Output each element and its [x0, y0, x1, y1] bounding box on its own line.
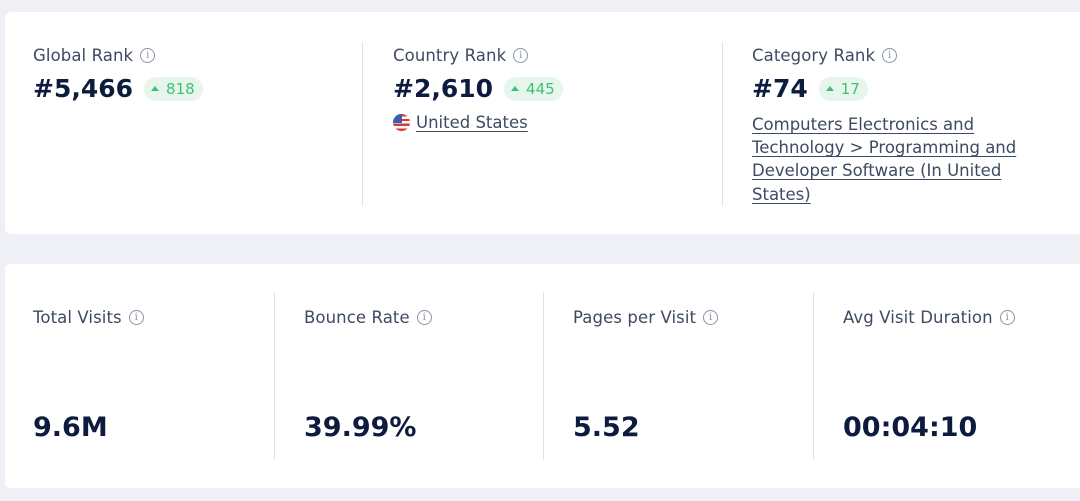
total-visits-label: Total Visits — [33, 308, 122, 327]
country-rank-delta-badge: 445 — [504, 76, 563, 101]
category-rank-label-row: Category Rank i — [752, 46, 898, 65]
country-rank-delta: 445 — [526, 79, 555, 98]
info-icon[interactable]: i — [882, 48, 898, 63]
category-rank-section: Category Rank i #74 17 Computers Electro… — [752, 12, 1052, 234]
divider — [722, 42, 723, 206]
triangle-up-icon — [825, 86, 834, 91]
avg-visit-duration-label: Avg Visit Duration — [843, 308, 993, 327]
us-flag-icon — [393, 114, 410, 131]
divider — [362, 42, 363, 206]
pages-per-visit-label: Pages per Visit — [573, 308, 697, 327]
global-rank-label-row: Global Rank i — [33, 46, 156, 65]
info-icon[interactable]: i — [416, 310, 432, 325]
rank-card: Global Rank i #5,466 818 Country Rank i … — [5, 12, 1080, 234]
global-rank-delta-badge: 818 — [144, 76, 203, 101]
category-rank-value-row: #74 17 — [752, 74, 868, 103]
category-link[interactable]: Computers Electronics and Technology > P… — [752, 115, 1017, 204]
divider — [813, 292, 814, 460]
global-rank-value: #5,466 — [33, 74, 134, 103]
pages-per-visit-value: 5.52 — [573, 412, 640, 443]
category-rank-delta-badge: 17 — [818, 76, 868, 101]
bounce-rate-label-row: Bounce Rate i — [304, 308, 432, 327]
country-link[interactable]: United States — [416, 113, 528, 132]
total-visits-value: 9.6M — [33, 412, 108, 443]
avg-visit-duration-value: 00:04:10 — [843, 412, 978, 443]
global-rank-label: Global Rank — [33, 46, 134, 65]
category-rank-value: #74 — [752, 74, 808, 103]
category-rank-label: Category Rank — [752, 46, 876, 65]
country-rank-value: #2,610 — [393, 74, 494, 103]
info-icon[interactable]: i — [513, 48, 529, 63]
info-icon[interactable]: i — [999, 310, 1015, 325]
country-rank-label-row: Country Rank i — [393, 46, 529, 65]
info-icon[interactable]: i — [140, 48, 156, 63]
country-rank-value-row: #2,610 445 — [393, 74, 563, 103]
category-rank-delta: 17 — [840, 79, 860, 98]
bounce-rate-value: 39.99% — [304, 412, 417, 443]
info-icon[interactable]: i — [128, 310, 144, 325]
divider — [274, 292, 275, 460]
pages-per-visit-label-row: Pages per Visit i — [573, 308, 719, 327]
engagement-card: Total Visits i 9.6M Bounce Rate i 39.99%… — [5, 264, 1080, 488]
info-icon[interactable]: i — [703, 310, 719, 325]
total-visits-label-row: Total Visits i — [33, 308, 144, 327]
global-rank-value-row: #5,466 818 — [33, 74, 203, 103]
triangle-up-icon — [151, 86, 160, 91]
avg-visit-duration-label-row: Avg Visit Duration i — [843, 308, 1015, 327]
bounce-rate-label: Bounce Rate — [304, 308, 410, 327]
country-row: United States — [393, 113, 528, 132]
global-rank-delta: 818 — [166, 79, 195, 98]
country-rank-label: Country Rank — [393, 46, 507, 65]
divider — [543, 292, 544, 460]
triangle-up-icon — [511, 86, 520, 91]
